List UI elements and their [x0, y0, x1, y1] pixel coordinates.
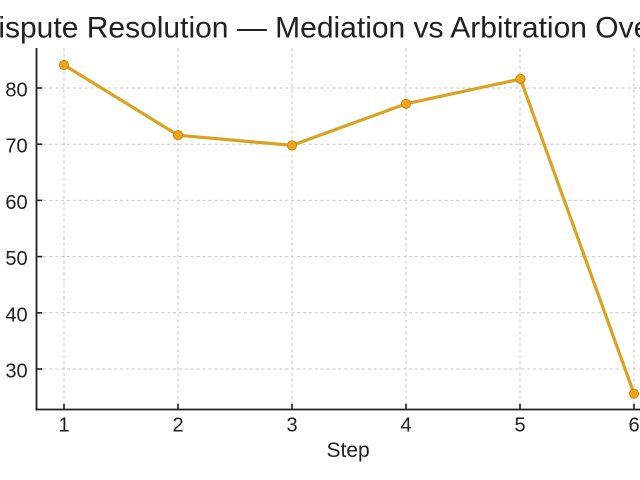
- svg-text:40: 40: [5, 304, 27, 326]
- svg-text:60: 60: [5, 192, 27, 214]
- svg-text:50: 50: [5, 248, 27, 270]
- svg-text:80: 80: [5, 80, 27, 102]
- svg-text:Step: Step: [326, 439, 369, 462]
- svg-text:2: 2: [172, 415, 183, 437]
- svg-text:4: 4: [400, 415, 411, 437]
- svg-text:30: 30: [5, 361, 27, 383]
- svg-text:Dispute Resolution — Mediation: Dispute Resolution — Mediation vs Arbitr…: [0, 12, 640, 45]
- svg-text:3: 3: [286, 415, 297, 437]
- svg-text:6: 6: [628, 415, 639, 437]
- svg-text:70: 70: [5, 136, 27, 158]
- svg-text:1: 1: [58, 415, 69, 437]
- svg-text:5: 5: [514, 415, 525, 437]
